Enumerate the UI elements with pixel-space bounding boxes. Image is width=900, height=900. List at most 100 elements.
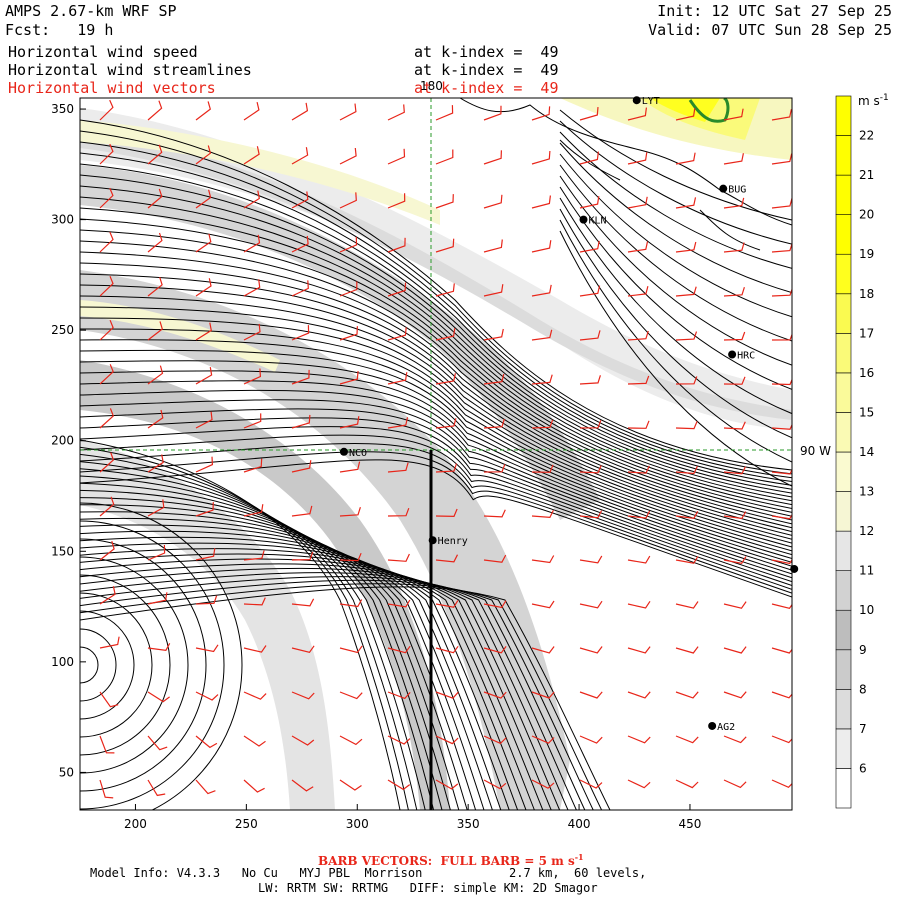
streamline	[80, 572, 577, 810]
y-tick-label: 150	[51, 544, 74, 558]
wind-barb	[771, 468, 792, 475]
init-time: Init: 12 UTC Sat 27 Sep 25	[657, 2, 892, 20]
wind-barb	[435, 691, 459, 699]
x-tick-label: 250	[235, 817, 258, 831]
streamline	[80, 273, 792, 525]
y-tick-label: 50	[59, 765, 74, 779]
wind-barb	[531, 464, 554, 473]
streamline	[80, 295, 792, 533]
wind-barb	[675, 779, 699, 789]
colorbar-label: 8	[859, 682, 867, 696]
streamline	[80, 174, 792, 490]
model-info: Model Info: V4.3.3 No Cu MYJ PBL Morriso…	[90, 866, 647, 880]
x-tick-label: 450	[679, 817, 702, 831]
streamline	[80, 538, 207, 792]
wind-barb	[435, 105, 454, 121]
field-name-streamlines: Horizontal wind streamlines	[8, 61, 252, 79]
wind-barb	[531, 195, 551, 209]
wind-barb	[339, 326, 358, 341]
wind-barb	[675, 376, 698, 385]
wind-barb	[435, 554, 459, 563]
station-marker	[708, 721, 717, 730]
colorbar: 6 7 8 9 10 11 12 13 14 15 16 17 18 19 20 21 22	[835, 95, 874, 809]
wind-barb	[339, 735, 363, 746]
streamline	[80, 439, 401, 810]
wind-barb	[339, 779, 362, 791]
y-tick-label: 200	[51, 434, 74, 448]
wind-barb	[627, 600, 651, 609]
colorbar-swatch	[835, 214, 852, 255]
wind-barb	[99, 364, 114, 385]
wind-barb	[291, 147, 309, 165]
wind-barb	[195, 411, 213, 429]
wind-barb	[291, 191, 309, 209]
wind-barb	[579, 691, 603, 699]
streamline	[80, 370, 792, 560]
streamline	[559, 109, 792, 221]
streamline	[80, 185, 792, 494]
wind-barb	[99, 187, 114, 209]
wind-barb	[483, 646, 507, 654]
wind-barb	[771, 647, 792, 654]
x-tick-label: 350	[457, 817, 480, 831]
station-label: LYT	[642, 96, 660, 107]
wind-barb	[627, 330, 649, 341]
wind-barb	[339, 147, 357, 165]
streamline	[80, 497, 468, 810]
wind-barb	[435, 735, 459, 745]
wind-barb	[723, 466, 747, 475]
wind-barb	[147, 779, 166, 797]
wind-barb	[627, 555, 651, 564]
wind-barb	[195, 367, 213, 385]
colorbar-label: 21	[859, 168, 874, 182]
wind-barb	[147, 735, 168, 751]
wind-speed-shading	[80, 98, 792, 810]
streamline	[80, 520, 225, 810]
wind-barb	[387, 104, 405, 121]
wind-barb	[147, 643, 171, 651]
y-tick-label: 300	[51, 213, 74, 227]
wind-barb	[627, 691, 651, 699]
wind-barb	[387, 735, 411, 745]
colorbar-label: 7	[859, 722, 867, 736]
y-tick-label: 250	[51, 323, 74, 337]
colorbar-label: 10	[859, 603, 874, 617]
wind-barb	[291, 551, 314, 561]
x-tick-label: 300	[346, 817, 369, 831]
wind-barb	[723, 376, 746, 385]
streamline	[80, 517, 493, 810]
field-name-wind-speed: Horizontal wind speed	[8, 43, 198, 61]
wind-barb	[339, 281, 358, 297]
wind-barb	[291, 102, 309, 121]
y-tick-label: 350	[51, 102, 74, 116]
wind-barb	[99, 99, 114, 121]
wind-barb	[483, 418, 505, 429]
model-title: AMPS 2.67-km WRF SP	[5, 2, 177, 20]
wind-barb	[339, 507, 361, 517]
wind-barb	[723, 779, 747, 789]
wind-barb	[387, 645, 411, 654]
wind-barb	[483, 554, 507, 563]
streamline	[80, 152, 792, 483]
wind-barb	[243, 190, 260, 209]
wind-barb	[195, 456, 214, 473]
wind-barb	[195, 548, 216, 561]
wind-barb	[531, 691, 555, 699]
wind-barb	[531, 374, 553, 385]
streamline	[80, 163, 792, 486]
wind-barb	[291, 691, 315, 700]
wind-barb	[579, 240, 600, 253]
wind-barb	[339, 461, 361, 473]
wind-barb	[723, 331, 746, 341]
wind-barb	[771, 735, 792, 744]
wind-barb	[771, 153, 792, 165]
streamline	[80, 553, 544, 810]
wind-barb	[387, 327, 407, 341]
y-tick-label: 100	[51, 655, 74, 669]
wind-barb	[483, 150, 502, 165]
wind-barb	[771, 378, 792, 386]
streamline	[80, 251, 792, 517]
streamline	[80, 530, 510, 810]
streamline	[559, 175, 792, 366]
streamline	[80, 586, 611, 810]
